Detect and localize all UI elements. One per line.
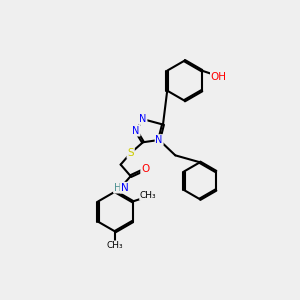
Text: CH₃: CH₃ — [140, 191, 156, 200]
Text: OH: OH — [211, 72, 227, 82]
Text: CH₃: CH₃ — [107, 241, 124, 250]
Text: O: O — [141, 164, 149, 174]
Text: N: N — [121, 183, 128, 193]
Text: N: N — [139, 114, 147, 124]
Text: N: N — [132, 126, 140, 136]
Text: H: H — [114, 183, 121, 193]
Text: S: S — [127, 148, 134, 158]
Text: N: N — [155, 135, 163, 145]
